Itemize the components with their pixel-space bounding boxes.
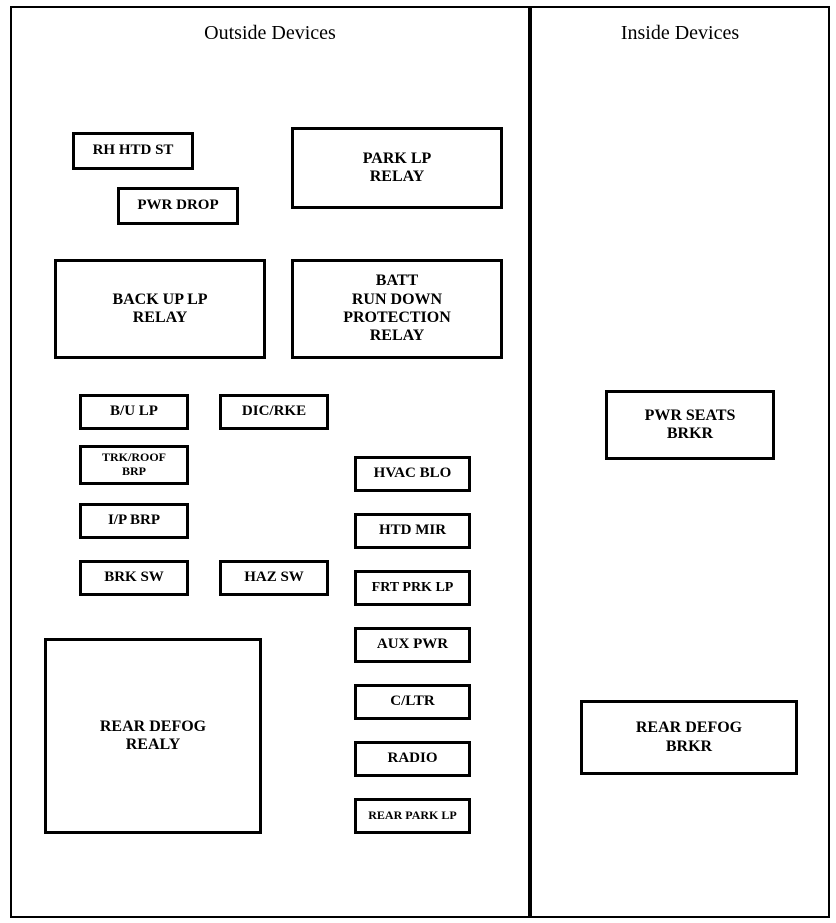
inside-panel-title: Inside Devices <box>532 22 828 45</box>
fuse-box-back-up-relay: BACK UP LP RELAY <box>54 259 266 359</box>
fuse-box-htd-mir: HTD MIR <box>354 513 471 549</box>
fuse-box-bu-lp: B/U LP <box>79 394 189 430</box>
fuse-box-brk-sw: BRK SW <box>79 560 189 596</box>
fuse-box-aux-pwr: AUX PWR <box>354 627 471 663</box>
fuse-box-ip-brp: I/P BRP <box>79 503 189 539</box>
fuse-box-c-ltr: C/LTR <box>354 684 471 720</box>
fuse-box-pwr-seats-brkr: PWR SEATS BRKR <box>605 390 775 460</box>
fuse-box-rear-defog-brkr: REAR DEFOG BRKR <box>580 700 798 775</box>
fuse-box-dic-rke: DIC/RKE <box>219 394 329 430</box>
fuse-box-hvac-blo: HVAC BLO <box>354 456 471 492</box>
fuse-box-trk-roof-brp: TRK/ROOF BRP <box>79 445 189 485</box>
fuse-box-pwr-drop: PWR DROP <box>117 187 239 225</box>
diagram-canvas: Outside Devices Inside Devices RH HTD ST… <box>0 0 836 923</box>
fuse-box-park-lp-relay: PARK LP RELAY <box>291 127 503 209</box>
fuse-box-rear-defog-rly: REAR DEFOG REALY <box>44 638 262 834</box>
fuse-box-rh-htd-st: RH HTD ST <box>72 132 194 170</box>
fuse-box-haz-sw: HAZ SW <box>219 560 329 596</box>
fuse-box-frt-prk-lp: FRT PRK LP <box>354 570 471 606</box>
fuse-box-batt-run-down: BATT RUN DOWN PROTECTION RELAY <box>291 259 503 359</box>
fuse-box-rear-park-lp: REAR PARK LP <box>354 798 471 834</box>
fuse-box-radio: RADIO <box>354 741 471 777</box>
outside-panel-title: Outside Devices <box>12 22 528 45</box>
inside-devices-panel: Inside Devices <box>530 6 830 918</box>
